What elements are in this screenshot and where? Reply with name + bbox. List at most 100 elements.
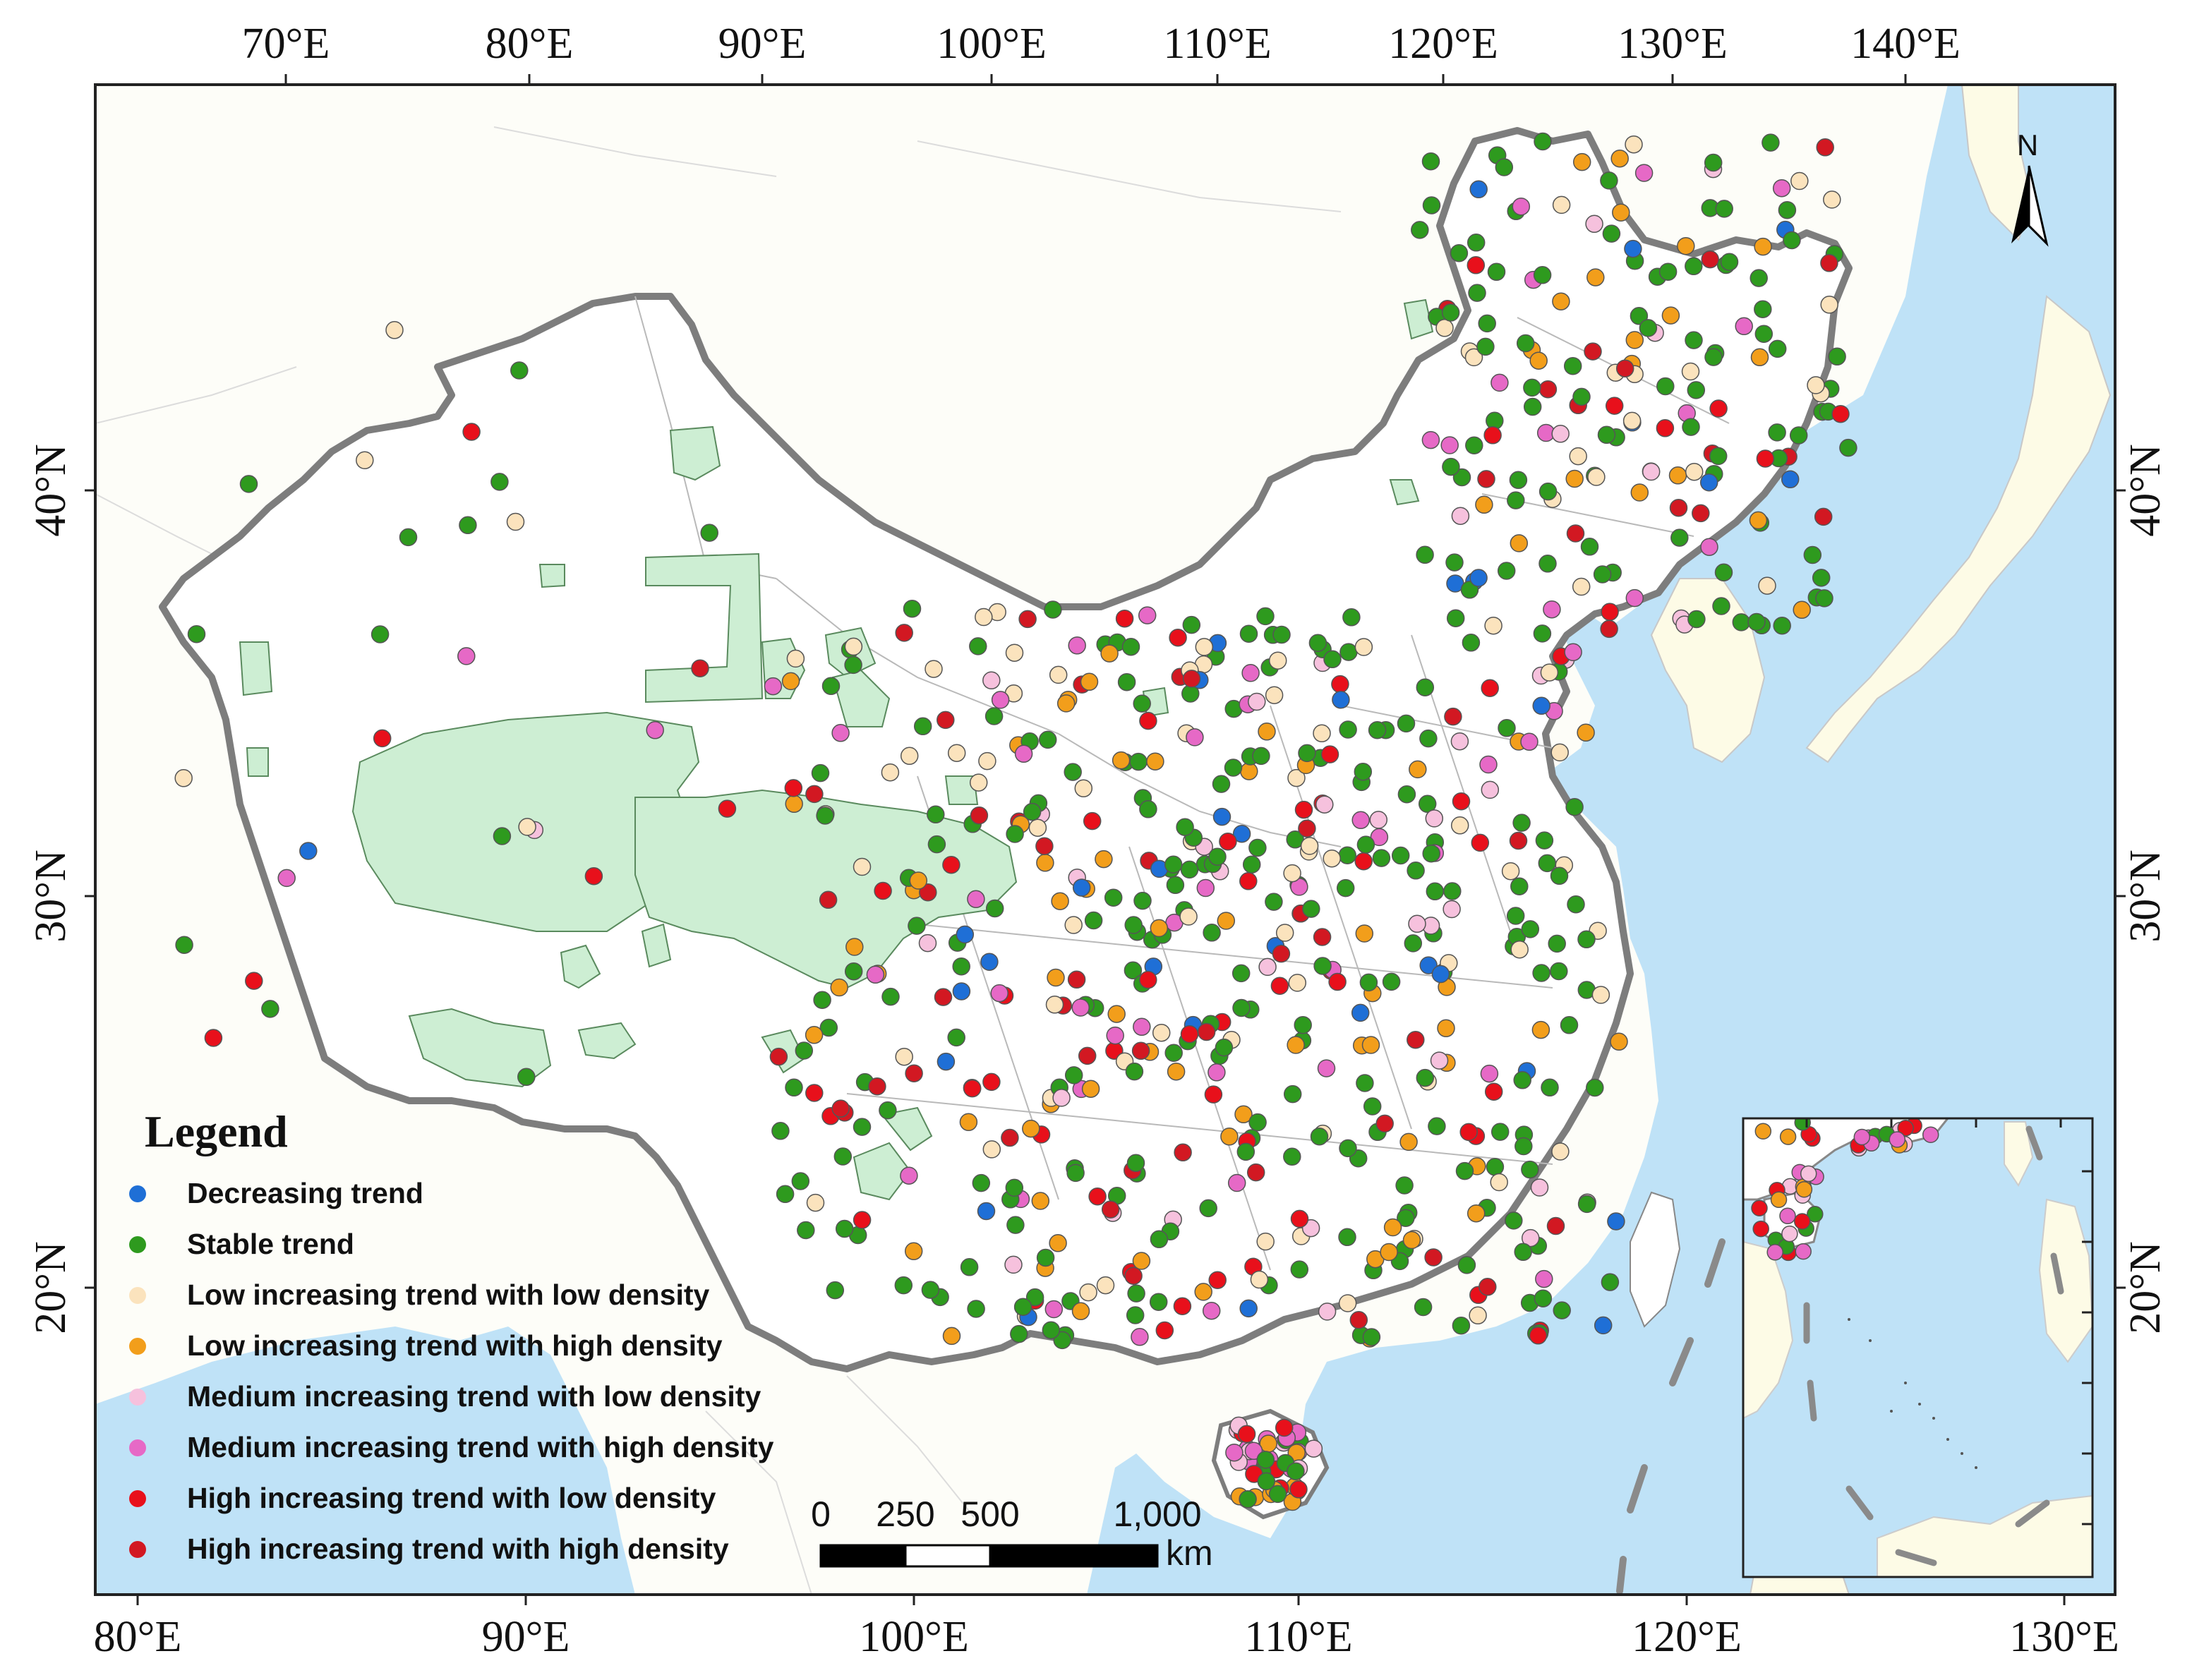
site-marker	[952, 957, 970, 976]
site-marker	[1053, 1331, 1071, 1350]
site-marker	[1816, 138, 1834, 157]
site-marker	[819, 890, 838, 910]
site-marker	[900, 747, 919, 766]
site-marker	[1467, 256, 1486, 274]
site-marker	[1814, 507, 1833, 526]
site-marker	[1459, 1123, 1478, 1142]
site-marker	[1416, 678, 1435, 696]
site-marker	[1452, 468, 1471, 487]
site-marker	[786, 649, 805, 668]
site-marker	[1095, 850, 1113, 869]
site-marker	[1139, 800, 1157, 818]
site-marker	[1586, 1078, 1604, 1097]
site-marker	[1132, 1252, 1151, 1270]
bottom-lon-label: 100°E	[859, 1613, 969, 1661]
site-marker	[1250, 1270, 1269, 1289]
site-marker	[1538, 482, 1558, 501]
site-marker	[908, 917, 926, 935]
site-marker	[1803, 545, 1822, 564]
site-marker	[831, 1099, 850, 1118]
site-marker	[1516, 334, 1535, 353]
north-arrow: N	[2011, 128, 2049, 247]
site-marker	[1300, 837, 1319, 855]
bottom-lon-label: 130°E	[2009, 1613, 2119, 1661]
bay-of-bengal	[95, 1327, 635, 1595]
site-marker	[1498, 719, 1516, 737]
site-marker	[1587, 468, 1606, 486]
site-marker	[1480, 1064, 1499, 1083]
site-marker	[1751, 1199, 1768, 1216]
site-marker	[919, 883, 937, 902]
site-marker	[1287, 768, 1306, 787]
site-marker	[457, 647, 476, 665]
site-marker	[1064, 763, 1082, 781]
site-marker	[947, 1028, 965, 1047]
site-marker	[1107, 1005, 1126, 1023]
site-marker	[1529, 1327, 1548, 1345]
site-marker	[1747, 612, 1766, 631]
legend-swatch	[129, 1236, 146, 1253]
site-marker	[1268, 1485, 1287, 1504]
site-marker	[1044, 1300, 1064, 1319]
left-lat-label: 40°N	[27, 444, 75, 537]
site-marker	[805, 1084, 824, 1102]
site-marker	[1133, 891, 1152, 910]
site-marker	[1131, 1041, 1150, 1060]
site-marker	[1704, 348, 1723, 366]
site-marker	[1164, 855, 1183, 874]
site-marker	[1778, 200, 1797, 219]
right-lat-label: 30°N	[2121, 850, 2169, 943]
site-marker	[1709, 399, 1728, 418]
site-marker	[769, 1047, 788, 1066]
top-lon-label: 90°E	[718, 20, 807, 68]
site-marker	[1770, 1191, 1788, 1209]
site-marker	[1591, 986, 1610, 1004]
site-marker	[1597, 425, 1616, 445]
site-marker	[776, 1185, 795, 1204]
site-marker	[1605, 397, 1624, 415]
site-marker	[1566, 524, 1585, 543]
site-marker	[1375, 1114, 1394, 1133]
site-marker	[1265, 893, 1283, 911]
site-marker	[1586, 268, 1605, 286]
site-marker	[1839, 438, 1857, 457]
site-marker	[1481, 679, 1499, 697]
site-marker	[927, 805, 945, 824]
site-marker	[1779, 1128, 1797, 1145]
site-marker	[1512, 197, 1531, 216]
site-marker	[1022, 1119, 1040, 1138]
site-marker	[1422, 844, 1440, 863]
site-marker	[1720, 253, 1739, 271]
site-marker	[1658, 262, 1678, 281]
site-marker	[972, 1173, 991, 1192]
site-marker	[1701, 250, 1719, 269]
site-marker	[1294, 800, 1313, 819]
bottom-lon-label: 90°E	[482, 1613, 570, 1661]
site-marker	[1397, 714, 1416, 733]
scale-label: 1,000	[1113, 1494, 1201, 1534]
site-marker	[299, 842, 318, 860]
site-marker	[1469, 180, 1488, 199]
site-marker	[1823, 191, 1841, 209]
site-marker	[1208, 847, 1227, 866]
site-marker	[1630, 307, 1649, 325]
site-marker	[1768, 339, 1787, 358]
site-marker	[942, 1327, 961, 1346]
site-marker	[1052, 1089, 1071, 1107]
site-marker	[1064, 916, 1083, 934]
site-marker	[1577, 1195, 1596, 1214]
site-marker	[1624, 239, 1642, 258]
site-marker	[1268, 651, 1287, 670]
inset-sites	[1751, 1118, 1939, 1262]
site-marker	[1234, 1105, 1253, 1124]
site-marker	[1088, 1187, 1107, 1206]
site-marker	[1514, 1137, 1533, 1156]
site-marker	[1491, 1123, 1510, 1141]
site-marker	[459, 516, 477, 535]
top-lon-label: 80°E	[486, 20, 574, 68]
site-marker	[1031, 1192, 1050, 1210]
site-marker	[1607, 1212, 1625, 1231]
site-marker	[982, 1140, 1001, 1159]
site-marker	[1354, 638, 1373, 656]
site-marker	[764, 677, 783, 696]
